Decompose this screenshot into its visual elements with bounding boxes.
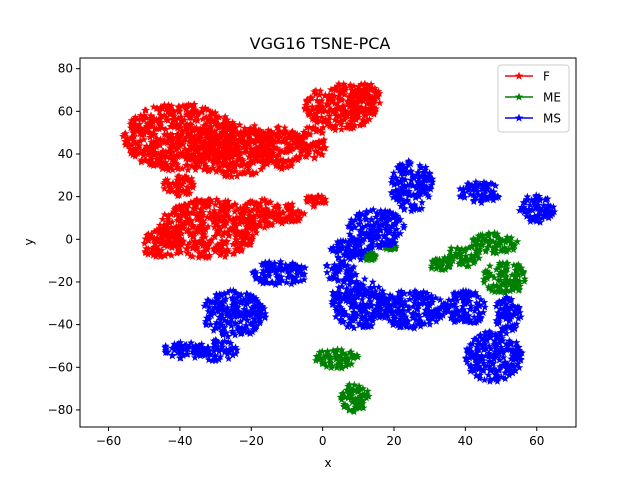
y-tick-label: −40 [48, 318, 73, 332]
x-tick-label: 0 [319, 434, 327, 448]
chart-title: VGG16 TSNE-PCA [250, 34, 391, 53]
cluster-ms-8 [374, 286, 452, 332]
y-tick-label: −20 [48, 275, 73, 289]
x-tick-label: −20 [239, 434, 264, 448]
cluster-ms-4 [326, 235, 376, 263]
cluster-ms-3 [344, 205, 408, 251]
x-tick-label: −60 [96, 434, 121, 448]
x-tick-label: 40 [458, 434, 473, 448]
cluster-f-5 [345, 79, 384, 116]
legend-marker-ms [514, 113, 524, 122]
legend-marker-f [514, 71, 524, 80]
series-ms [161, 157, 559, 385]
y-tick-label: 40 [58, 147, 73, 161]
legend-label-me: ME [543, 91, 561, 105]
cluster-f-11 [159, 171, 198, 200]
cluster-me-3 [427, 255, 455, 274]
plot-frame [79, 57, 577, 428]
cluster-ms-5 [248, 257, 309, 289]
cluster-ms-11 [200, 286, 270, 340]
x-tick-label: −40 [167, 434, 192, 448]
cluster-f-9 [265, 199, 309, 227]
x-axis-ticks: −60 −40 −20 0 20 40 60 [96, 427, 544, 448]
cluster-f-4 [295, 123, 330, 162]
cluster-me-1 [479, 259, 529, 297]
cluster-ms-0 [387, 157, 437, 215]
y-tick-label: −60 [48, 360, 73, 374]
y-axis-ticks: −80 −60 −40 −20 0 20 40 60 80 [48, 62, 80, 417]
y-tick-label: 80 [58, 62, 73, 76]
cluster-me-5 [336, 380, 373, 416]
x-tick-label: 60 [529, 434, 544, 448]
legend-label-ms: MS [543, 112, 561, 126]
series-f [119, 79, 384, 262]
scatter-points [119, 79, 559, 416]
x-axis-label: x [324, 456, 331, 470]
legend-box [497, 64, 570, 133]
cluster-ms-7 [328, 274, 390, 332]
y-tick-label: 20 [58, 190, 73, 204]
cluster-f-1 [189, 118, 278, 181]
y-axis-label: y [22, 238, 36, 245]
series-me [311, 228, 529, 416]
legend-marker-me [514, 92, 524, 101]
cluster-ms-14 [492, 293, 525, 334]
cluster-f-2 [251, 122, 307, 173]
y-tick-label: 0 [65, 232, 73, 246]
cluster-ms-1 [456, 177, 503, 207]
cluster-ms-6 [322, 256, 360, 285]
x-tick-label: 20 [386, 434, 401, 448]
y-tick-label: −80 [48, 403, 73, 417]
cluster-f-8 [236, 195, 282, 232]
cluster-f-7 [140, 224, 187, 261]
cluster-ms-2 [515, 191, 559, 226]
legend-label-f: F [543, 70, 550, 84]
cluster-ms-10 [461, 327, 526, 385]
cluster-me-4 [311, 345, 362, 372]
cluster-ms-13 [190, 335, 241, 365]
cluster-f-10 [302, 191, 330, 210]
legend: F ME MS [497, 64, 570, 133]
cluster-me-0 [467, 228, 522, 257]
cluster-ms-9 [440, 286, 489, 327]
y-tick-label: 60 [58, 104, 73, 118]
